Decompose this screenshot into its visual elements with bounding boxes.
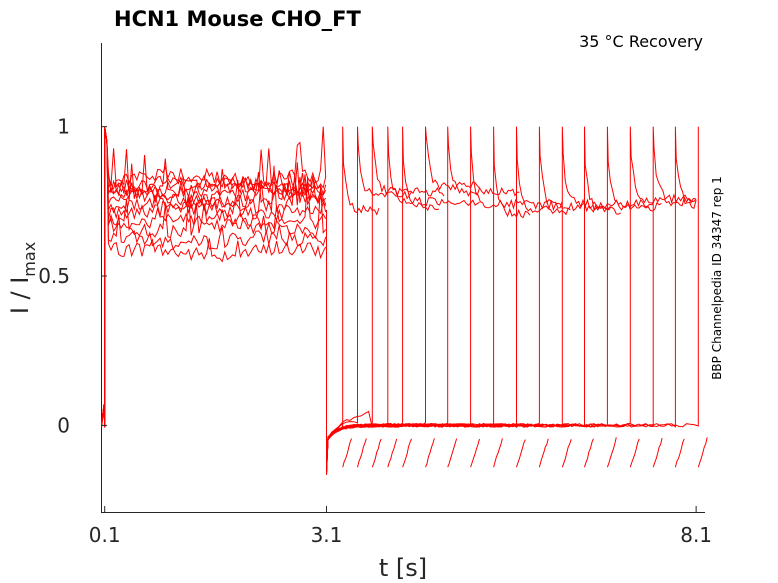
- recovery-trace: [326, 126, 699, 465]
- prepulse-trace: [101, 126, 327, 426]
- recovery-trace: [326, 126, 531, 470]
- recovery-trace: [326, 126, 697, 473]
- channelpedia-id-label: BBP Channelpedia ID 34347 rep 1: [710, 176, 724, 380]
- condition-label: 35 °C Recovery: [579, 32, 703, 51]
- chart-title: HCN1 Mouse CHO_FT: [114, 7, 361, 31]
- tail-current: [516, 439, 526, 468]
- tail-current: [606, 437, 617, 468]
- y-axis-label-main: I / I: [6, 277, 34, 315]
- tail-current: [652, 437, 663, 468]
- prepulse-trace: [101, 126, 327, 427]
- recovery-trace: [326, 126, 520, 472]
- current-traces: [101, 126, 708, 475]
- recovery-trace: [326, 126, 412, 466]
- x-tick-label: 0.1: [89, 523, 121, 547]
- prepulse-trace: [101, 126, 327, 428]
- recovery-trace: [326, 126, 697, 475]
- recovery-trace: [326, 126, 612, 471]
- tail-current: [371, 438, 382, 468]
- tail-current: [697, 437, 708, 468]
- svg-text:BBP Channelpedia ID 34347 rep: BBP Channelpedia ID 34347 rep 1: [710, 176, 724, 380]
- x-ticks: 0.1 3.1 8.1: [89, 506, 712, 547]
- tail-current: [425, 438, 435, 468]
- y-tick-label: 0: [57, 413, 70, 437]
- prepulse-trace: [101, 126, 327, 428]
- tail-current: [387, 438, 398, 468]
- plot-area: 0.1 3.1 8.1 00.51: [38, 43, 712, 547]
- tail-current: [342, 438, 353, 468]
- y-axis-label: I / Imax: [6, 242, 39, 314]
- prepulse-trace: [101, 126, 327, 427]
- recovery-trace: [326, 126, 445, 475]
- tail-current: [584, 438, 594, 468]
- recovery-trace: [326, 126, 655, 473]
- tail-current: [493, 438, 503, 468]
- tail-current: [538, 438, 549, 468]
- prepulse-trace: [101, 126, 327, 425]
- tail-current: [447, 438, 458, 468]
- recovery-trace: [326, 126, 571, 469]
- tail-current: [674, 438, 685, 468]
- tail-current: [402, 438, 412, 468]
- tail-current: [357, 438, 367, 468]
- tail-current: [629, 438, 640, 468]
- svg-text:I / Imax: I / Imax: [6, 242, 39, 314]
- tail-current: [470, 438, 480, 468]
- prepulse-trace: [101, 126, 327, 428]
- y-ticks: 00.51: [38, 115, 107, 437]
- x-axis-label: t [s]: [379, 554, 427, 582]
- y-tick-label: 1: [57, 115, 70, 139]
- prepulse-trace: [101, 126, 327, 426]
- y-axis-label-sub: max: [20, 242, 39, 277]
- prepulse-trace: [101, 126, 327, 425]
- tail-current: [561, 439, 572, 468]
- prepulse-trace: [101, 126, 327, 425]
- x-tick-label: 3.1: [311, 523, 343, 547]
- recovery-trace: [326, 126, 696, 469]
- y-tick-label: 0.5: [38, 264, 70, 288]
- x-tick-label: 8.1: [680, 523, 712, 547]
- prepulse-trace: [101, 126, 327, 427]
- prepulse-trace: [101, 126, 327, 428]
